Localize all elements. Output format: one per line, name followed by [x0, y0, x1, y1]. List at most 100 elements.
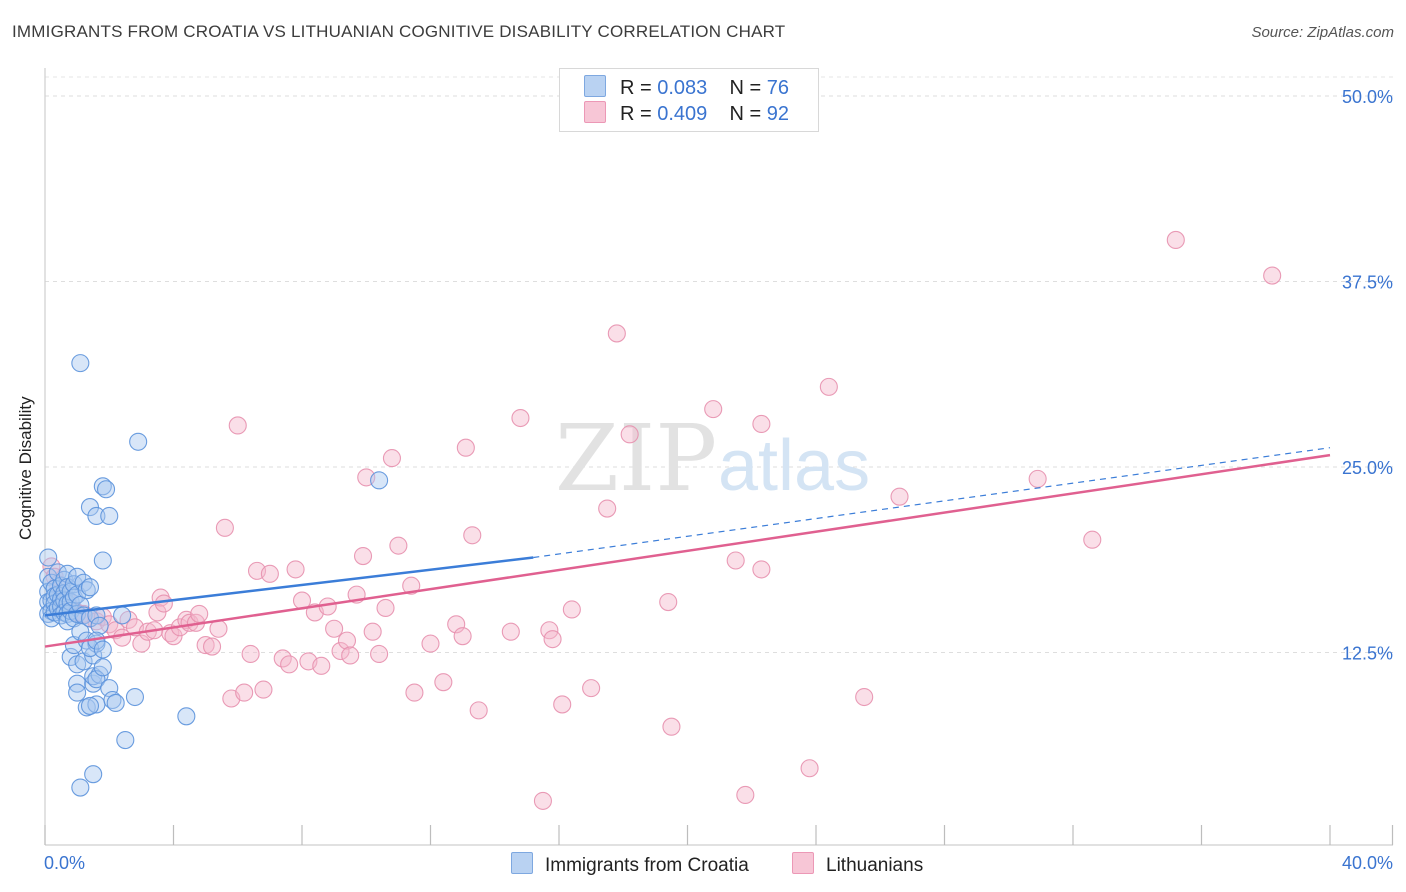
data-point [402, 576, 421, 595]
data-point [154, 594, 173, 613]
data-point [389, 536, 408, 555]
data-point [203, 637, 222, 656]
data-point [855, 687, 874, 707]
source-label: Source: ZipAtlas.com [1251, 24, 1394, 41]
data-point [562, 600, 581, 619]
data-point [405, 683, 424, 702]
data-point [196, 636, 215, 655]
data-point [511, 408, 530, 428]
data-point [382, 449, 402, 468]
data-point [100, 506, 119, 526]
data-point [370, 644, 389, 664]
data-point [659, 592, 678, 612]
data-point [93, 551, 112, 570]
data-point [337, 631, 357, 650]
data-point [582, 679, 601, 698]
data-point [148, 603, 167, 622]
legend-blue-r: 0.083 [657, 77, 708, 99]
legend-r-label: R = [620, 77, 652, 99]
data-point [363, 622, 382, 641]
data-point [312, 656, 331, 675]
data-point [376, 598, 395, 618]
data-point [331, 641, 350, 661]
data-point [704, 400, 723, 419]
data-point [890, 487, 909, 506]
data-point [48, 563, 67, 582]
data-point [543, 630, 562, 649]
data-point [1083, 530, 1102, 549]
data-point [370, 471, 389, 490]
data-point [132, 634, 151, 653]
data-point [353, 546, 373, 566]
data-point [96, 480, 116, 499]
data-point [421, 634, 440, 653]
data-point [77, 581, 96, 600]
data-point [447, 615, 466, 634]
data-point [469, 701, 488, 720]
data-point [280, 655, 299, 674]
data-point [84, 765, 103, 784]
data-point [80, 498, 100, 517]
trend-line-croatia-extension [533, 447, 1331, 559]
data-point [1028, 469, 1047, 488]
correlation-legend: R = 0.083 N = 76 R = 0.409 N = 92 [559, 68, 819, 132]
data-point [260, 564, 279, 583]
data-point [341, 646, 360, 665]
data-point [93, 658, 112, 677]
legend-blue-n: 76 [766, 77, 790, 99]
legend-pink-r: 0.409 [657, 103, 708, 125]
data-point [598, 499, 617, 518]
y-tick-label: 37.5% [1342, 273, 1393, 293]
legend-row-lithuanians: R = 0.409 N = 92 [584, 101, 789, 127]
legend-swatch-pink [584, 101, 606, 123]
watermark-zip: ZIP [555, 405, 717, 512]
bottom-legend-pink-label: Lithuanians [826, 855, 924, 876]
data-point [228, 416, 247, 435]
bottom-legend-swatch-blue [511, 852, 533, 874]
data-point [39, 548, 58, 567]
data-point [819, 377, 838, 396]
data-point [113, 606, 132, 625]
trend-line-lithuanians [44, 453, 1331, 648]
bottom-legend-blue-label: Immigrants from Croatia [545, 855, 749, 876]
data-point [726, 551, 745, 570]
data-point [800, 759, 819, 778]
data-point [434, 673, 453, 692]
data-point [215, 518, 234, 537]
tick-labels: 12.5% 25.0% 37.5% 50.0% 0.0% 40.0% [44, 87, 1393, 873]
data-point [87, 606, 106, 625]
y-tick-label: 25.0% [1342, 458, 1393, 478]
data-point [453, 627, 472, 646]
x-tick-label-max: 40.0% [1342, 853, 1393, 873]
data-point [456, 438, 475, 457]
data-point [177, 707, 196, 726]
data-point [80, 696, 100, 715]
bottom-legend-swatch-pink [792, 852, 814, 874]
legend-n-label: N = [729, 103, 762, 125]
data-point [241, 644, 260, 664]
data-point [607, 324, 626, 343]
watermark-atlas: atlas [718, 426, 870, 506]
data-point [325, 619, 344, 638]
series-lithuanians [42, 230, 1282, 810]
series-croatia [39, 354, 389, 797]
legend-pink-n: 92 [766, 103, 790, 125]
watermark: ZIP atlas [555, 405, 870, 512]
chart-title: IMMIGRANTS FROM CROATIA VS LITHUANIAN CO… [12, 22, 786, 41]
data-point [80, 578, 100, 597]
bottom-legend-lithuanians: Lithuanians [792, 852, 923, 877]
x-tick-label-min: 0.0% [44, 853, 85, 873]
axes [44, 68, 1394, 846]
data-point [93, 640, 112, 659]
data-point [235, 683, 254, 702]
legend-swatch-blue [584, 75, 606, 97]
data-point [752, 560, 771, 579]
legend-r-label: R = [620, 103, 652, 125]
data-point [103, 690, 122, 710]
data-point [553, 695, 572, 714]
data-point [501, 622, 520, 641]
data-point [736, 785, 755, 805]
data-point [533, 791, 552, 810]
data-point [125, 687, 144, 707]
